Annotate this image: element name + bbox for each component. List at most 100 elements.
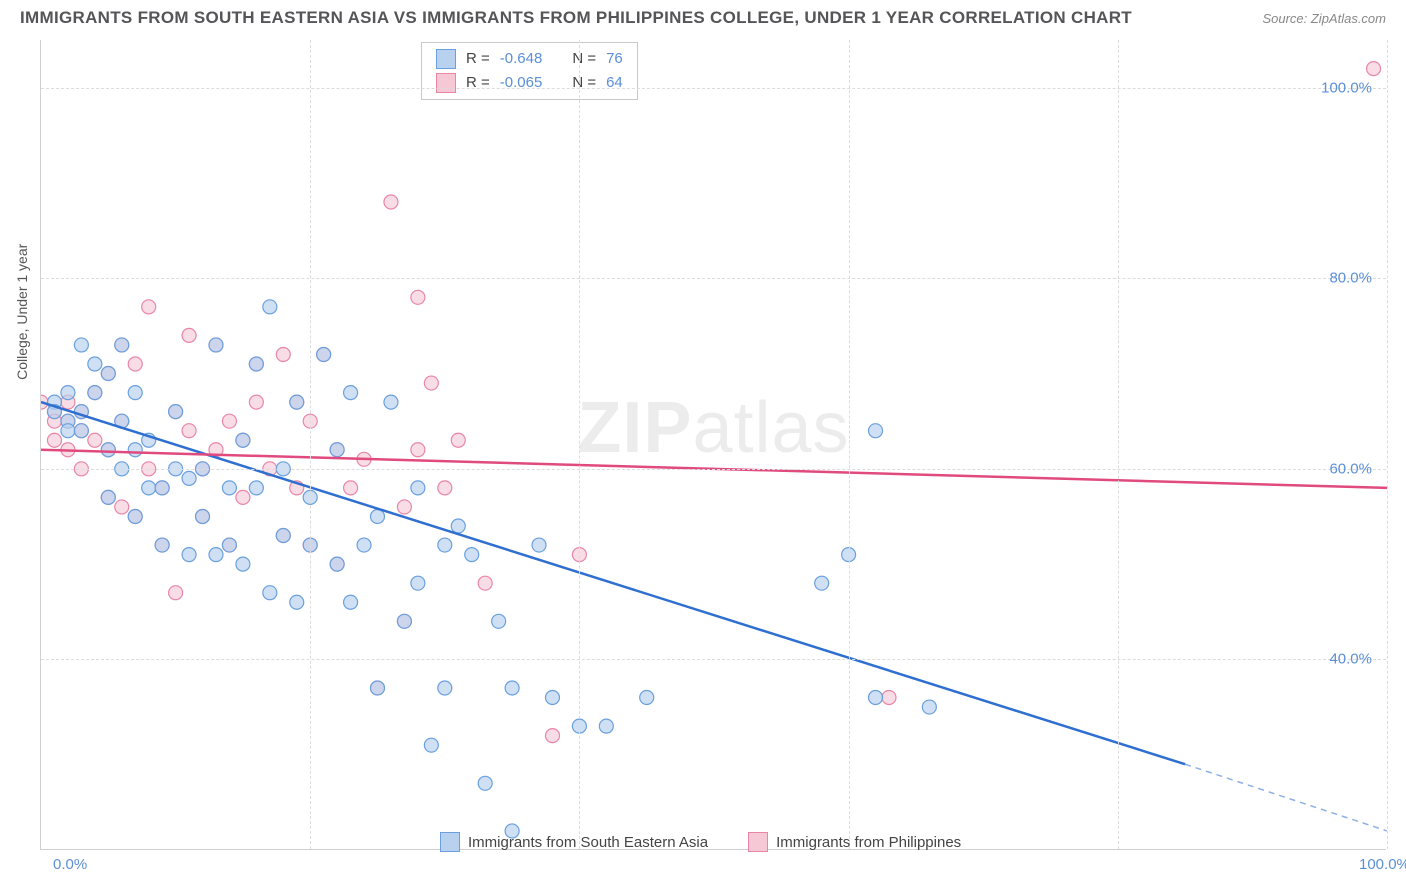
scatter-point-sea (438, 538, 452, 552)
scatter-point-sea (478, 776, 492, 790)
legend-item-ph: Immigrants from Philippines (748, 832, 961, 852)
ytick-label: 60.0% (1329, 460, 1372, 477)
source-label: Source: ZipAtlas.com (1262, 11, 1386, 26)
scatter-point-ph (438, 481, 452, 495)
scatter-point-sea (599, 719, 613, 733)
scatter-point-ph (115, 500, 129, 514)
scatter-point-ph (344, 481, 358, 495)
scatter-point-sea (249, 481, 263, 495)
xtick-left: 0.0% (53, 856, 87, 873)
trendline-dash-sea (1185, 764, 1387, 831)
scatter-point-sea (182, 471, 196, 485)
scatter-point-sea (411, 576, 425, 590)
scatter-point-ph (478, 576, 492, 590)
scatter-point-sea (155, 538, 169, 552)
scatter-point-ph (47, 433, 61, 447)
scatter-point-sea (815, 576, 829, 590)
scatter-point-sea (263, 586, 277, 600)
plot-container: ZIPatlas R = -0.648 N = 76 R = -0.065 N … (40, 40, 1386, 850)
scatter-point-sea (182, 548, 196, 562)
scatter-point-sea (236, 557, 250, 571)
scatter-point-sea (357, 538, 371, 552)
scatter-point-sea (384, 395, 398, 409)
plot-area: ZIPatlas R = -0.648 N = 76 R = -0.065 N … (40, 40, 1386, 850)
scatter-point-sea (142, 481, 156, 495)
scatter-point-sea (115, 338, 129, 352)
scatter-point-sea (344, 595, 358, 609)
scatter-point-sea (61, 424, 75, 438)
swatch-sea-bottom (440, 832, 460, 852)
scatter-point-sea (209, 338, 223, 352)
scatter-point-sea (222, 538, 236, 552)
ytick-label: 100.0% (1321, 79, 1372, 96)
scatter-point-sea (196, 509, 210, 523)
scatter-point-sea (869, 424, 883, 438)
scatter-point-ph (88, 433, 102, 447)
scatter-point-ph (1367, 62, 1381, 76)
scatter-point-ph (182, 328, 196, 342)
scatter-point-sea (101, 367, 115, 381)
scatter-point-sea (290, 395, 304, 409)
scatter-point-sea (128, 386, 142, 400)
scatter-point-sea (74, 424, 88, 438)
chart-title: IMMIGRANTS FROM SOUTH EASTERN ASIA VS IM… (20, 8, 1132, 28)
scatter-point-ph (545, 729, 559, 743)
scatter-point-sea (290, 595, 304, 609)
scatter-point-ph (451, 433, 465, 447)
scatter-point-sea (263, 300, 277, 314)
scatter-point-sea (155, 481, 169, 495)
scatter-point-sea (492, 614, 506, 628)
scatter-point-sea (532, 538, 546, 552)
scatter-point-sea (88, 357, 102, 371)
scatter-point-sea (317, 347, 331, 361)
ytick-label: 40.0% (1329, 651, 1372, 668)
scatter-point-sea (236, 433, 250, 447)
scatter-point-ph (128, 357, 142, 371)
scatter-svg (41, 40, 1387, 850)
scatter-point-ph (384, 195, 398, 209)
scatter-point-sea (330, 443, 344, 457)
scatter-point-sea (169, 405, 183, 419)
scatter-point-sea (88, 386, 102, 400)
scatter-point-sea (249, 357, 263, 371)
scatter-point-sea (330, 557, 344, 571)
scatter-point-ph (411, 290, 425, 304)
scatter-point-sea (438, 681, 452, 695)
scatter-point-sea (276, 529, 290, 543)
scatter-point-sea (74, 338, 88, 352)
ytick-label: 80.0% (1329, 270, 1372, 287)
scatter-point-sea (209, 548, 223, 562)
scatter-point-sea (869, 691, 883, 705)
scatter-point-ph (411, 443, 425, 457)
scatter-point-ph (397, 500, 411, 514)
scatter-point-sea (411, 481, 425, 495)
scatter-point-sea (465, 548, 479, 562)
scatter-point-ph (142, 300, 156, 314)
trendline-sea (41, 402, 1185, 764)
scatter-point-ph (182, 424, 196, 438)
scatter-point-sea (371, 681, 385, 695)
scatter-point-ph (276, 347, 290, 361)
bottom-legend: Immigrants from South Eastern Asia Immig… (440, 832, 961, 852)
scatter-point-ph (236, 490, 250, 504)
y-axis-label: College, Under 1 year (14, 244, 30, 380)
scatter-point-ph (882, 691, 896, 705)
legend-item-sea: Immigrants from South Eastern Asia (440, 832, 708, 852)
scatter-point-sea (424, 738, 438, 752)
scatter-point-ph (222, 414, 236, 428)
scatter-point-sea (344, 386, 358, 400)
scatter-point-sea (128, 509, 142, 523)
scatter-point-sea (505, 681, 519, 695)
scatter-point-sea (128, 443, 142, 457)
scatter-point-ph (424, 376, 438, 390)
scatter-point-sea (922, 700, 936, 714)
scatter-point-sea (101, 490, 115, 504)
scatter-point-sea (397, 614, 411, 628)
scatter-point-sea (545, 691, 559, 705)
scatter-point-ph (249, 395, 263, 409)
scatter-point-ph (169, 586, 183, 600)
swatch-ph-bottom (748, 832, 768, 852)
scatter-point-sea (61, 386, 75, 400)
xtick-right: 100.0% (1359, 856, 1406, 873)
scatter-point-sea (640, 691, 654, 705)
